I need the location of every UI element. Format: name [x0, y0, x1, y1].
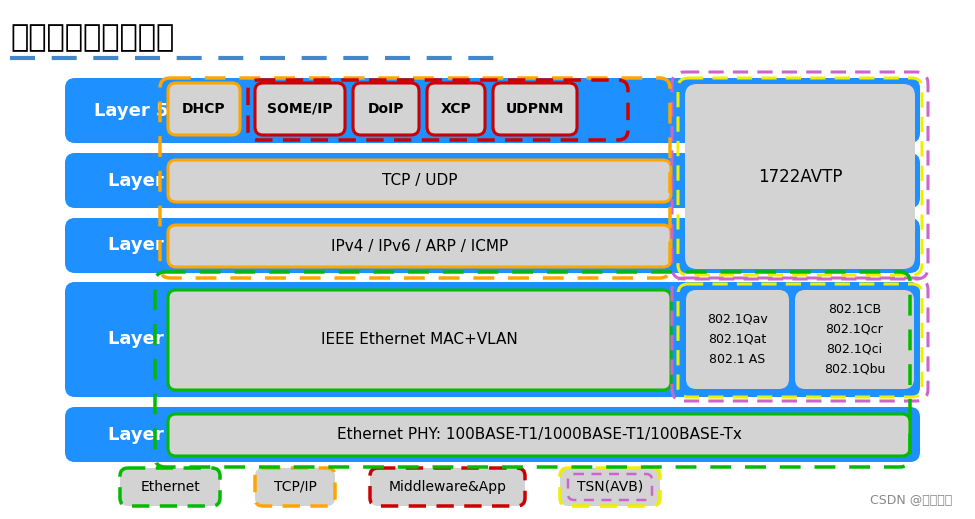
Text: 1722AVTP: 1722AVTP: [758, 168, 842, 185]
FancyBboxPatch shape: [370, 468, 525, 506]
FancyBboxPatch shape: [686, 290, 789, 389]
FancyBboxPatch shape: [168, 225, 671, 267]
Text: 802.1CB
802.1Qcr
802.1Qci
802.1Qbu: 802.1CB 802.1Qcr 802.1Qci 802.1Qbu: [824, 303, 885, 376]
FancyBboxPatch shape: [560, 468, 660, 506]
Text: Layer 3: Layer 3: [108, 237, 182, 254]
Text: TCP/IP: TCP/IP: [274, 480, 317, 494]
Text: 802.1Qav
802.1Qat
802.1 AS: 802.1Qav 802.1Qat 802.1 AS: [707, 313, 768, 366]
FancyBboxPatch shape: [685, 84, 915, 269]
FancyBboxPatch shape: [65, 282, 920, 397]
Text: UDPNM: UDPNM: [506, 102, 565, 116]
FancyBboxPatch shape: [168, 414, 910, 456]
FancyBboxPatch shape: [65, 78, 920, 143]
Text: Layer 1: Layer 1: [108, 426, 182, 444]
Text: Ethernet: Ethernet: [140, 480, 200, 494]
Text: TSN(AVB): TSN(AVB): [577, 480, 644, 494]
Text: Ethernet PHY: 100BASE-T1/1000BASE-T1/100BASE-Tx: Ethernet PHY: 100BASE-T1/1000BASE-T1/100…: [336, 428, 741, 443]
FancyBboxPatch shape: [353, 83, 419, 135]
FancyBboxPatch shape: [427, 83, 485, 135]
FancyBboxPatch shape: [120, 468, 220, 506]
Text: Middleware&App: Middleware&App: [388, 480, 506, 494]
FancyBboxPatch shape: [255, 83, 345, 135]
FancyBboxPatch shape: [168, 290, 671, 390]
FancyBboxPatch shape: [65, 218, 920, 273]
Text: XCP: XCP: [441, 102, 471, 116]
Text: DoIP: DoIP: [368, 102, 405, 116]
Text: SOME/IP: SOME/IP: [267, 102, 332, 116]
Text: Layer 4: Layer 4: [108, 171, 182, 189]
FancyBboxPatch shape: [493, 83, 577, 135]
Text: CSDN @天赐好车: CSDN @天赐好车: [870, 494, 953, 507]
FancyBboxPatch shape: [65, 153, 920, 208]
FancyBboxPatch shape: [168, 83, 240, 135]
FancyBboxPatch shape: [795, 290, 914, 389]
Text: TCP / UDP: TCP / UDP: [382, 173, 457, 188]
Text: IPv4 / IPv6 / ARP / ICMP: IPv4 / IPv6 / ARP / ICMP: [331, 239, 508, 253]
Text: Layer 2: Layer 2: [108, 331, 182, 348]
FancyBboxPatch shape: [168, 160, 671, 202]
Text: IEEE Ethernet MAC+VLAN: IEEE Ethernet MAC+VLAN: [321, 333, 518, 348]
Text: Layer 5~7: Layer 5~7: [94, 102, 196, 119]
FancyBboxPatch shape: [255, 468, 335, 506]
Text: DHCP: DHCP: [182, 102, 226, 116]
FancyBboxPatch shape: [65, 407, 920, 462]
Text: 汽车以太网相关协议: 汽车以太网相关协议: [10, 23, 175, 52]
